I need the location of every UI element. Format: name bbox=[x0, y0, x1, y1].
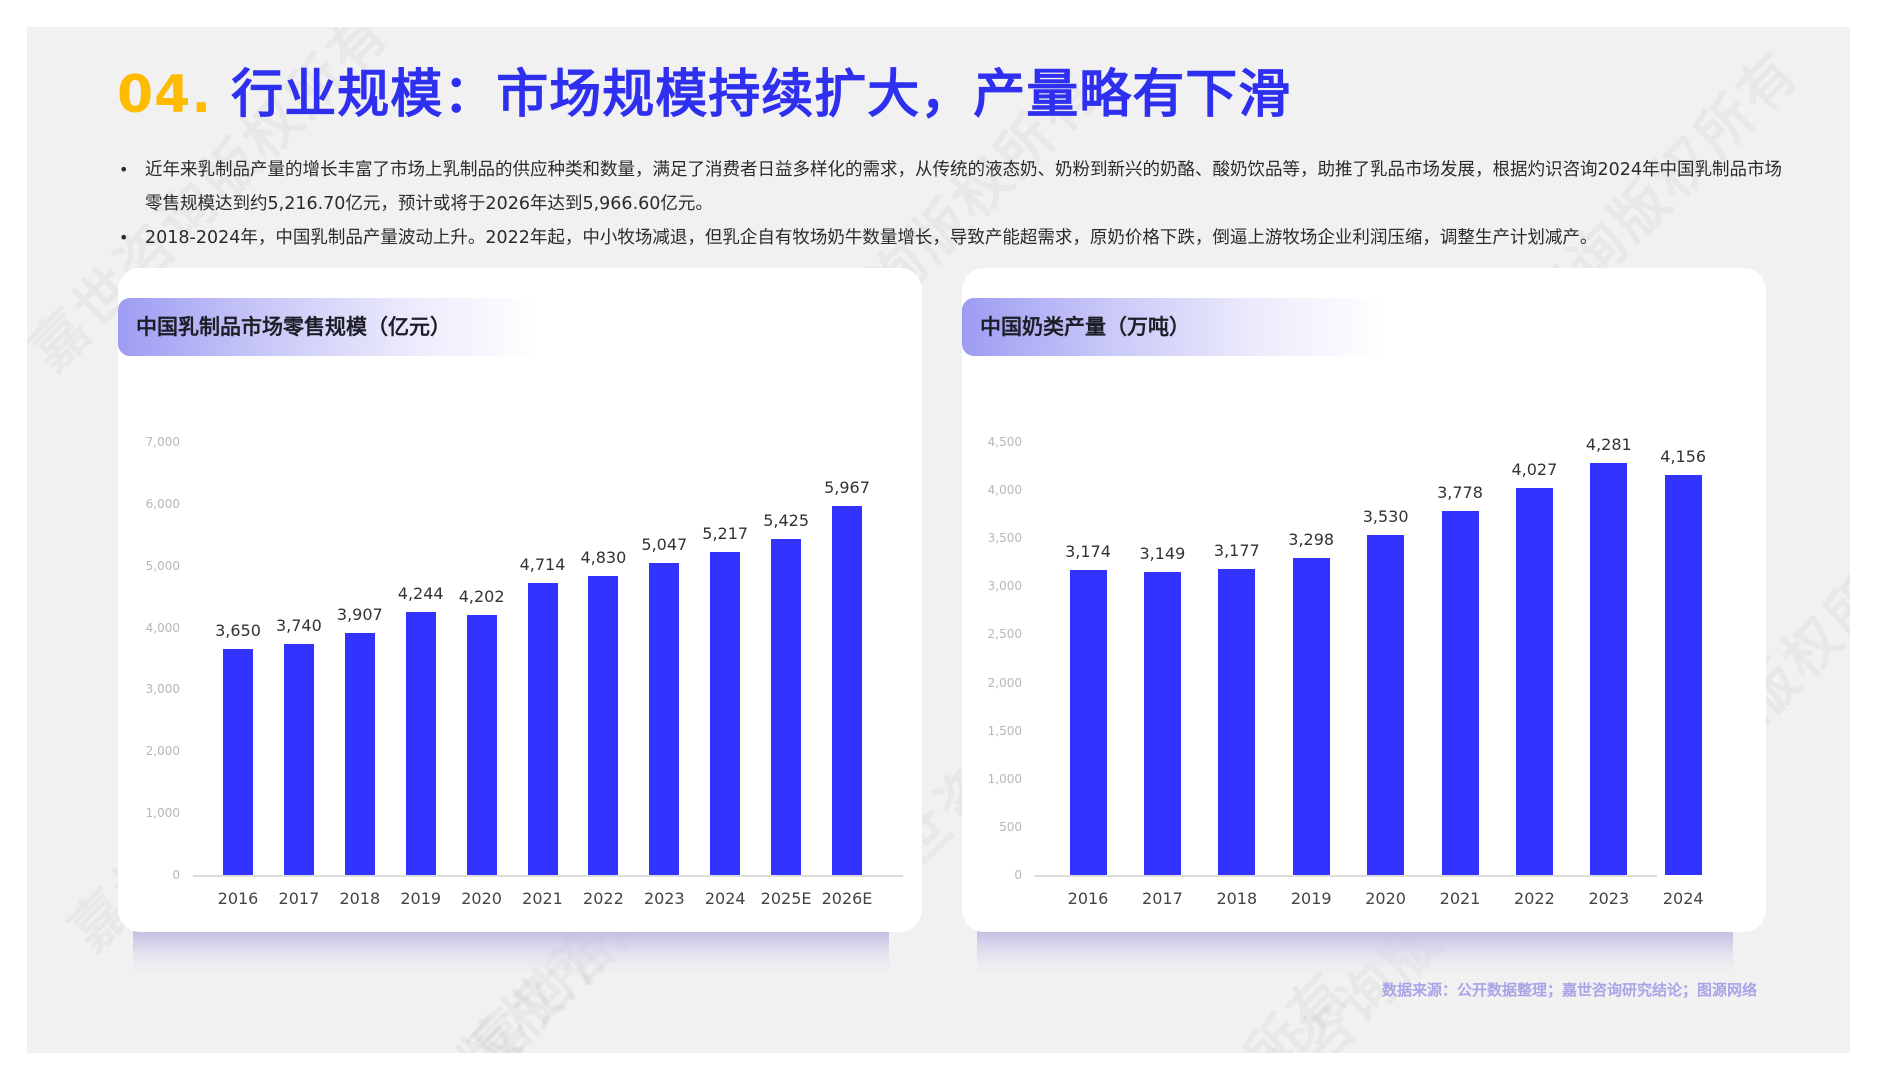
section-number: 04. bbox=[117, 65, 213, 125]
chart-title-bar: 中国奶类产量（万吨） bbox=[962, 298, 1382, 356]
y-axis-tick: 7,000 bbox=[145, 435, 180, 449]
x-axis-tick: 2020 bbox=[1365, 889, 1406, 908]
x-axis-tick: 2019 bbox=[400, 889, 442, 908]
x-axis-tick: 2022 bbox=[583, 889, 624, 908]
title-text: 行业规模：市场规模持续扩大，产量略有下滑 bbox=[231, 65, 1292, 125]
bar-value-label: 4,027 bbox=[1511, 459, 1558, 479]
x-axis-tick: 2017 bbox=[278, 889, 320, 908]
bar-value-label: 5,425 bbox=[763, 511, 809, 531]
slide: 嘉世咨询版权所有嘉世咨询版权所有嘉世咨询版权所有嘉世咨询版权所有嘉世咨询版权所有… bbox=[27, 27, 1850, 1053]
y-axis-tick: 0 bbox=[1014, 868, 1022, 882]
bar-value-label: 4,244 bbox=[397, 584, 444, 604]
y-axis-tick: 2,000 bbox=[145, 744, 180, 759]
bar bbox=[771, 539, 802, 875]
y-axis-tick: 4,000 bbox=[145, 620, 180, 635]
chart-title-bar: 中国乳制品市场零售规模（亿元） bbox=[118, 298, 538, 356]
y-axis-tick: 2,000 bbox=[987, 675, 1022, 690]
bar bbox=[283, 643, 314, 875]
bar-value-label: 3,177 bbox=[1213, 541, 1260, 561]
bar-value-label: 3,740 bbox=[275, 615, 322, 635]
x-axis-line bbox=[1034, 875, 1657, 877]
bar bbox=[588, 576, 619, 875]
bar-value-label: 3,149 bbox=[1139, 543, 1186, 563]
x-axis-tick: 2019 bbox=[1290, 889, 1332, 908]
bar-value-label: 3,298 bbox=[1288, 529, 1335, 549]
x-axis-tick: 2021 bbox=[522, 889, 563, 908]
y-axis-tick: 0 bbox=[172, 868, 180, 882]
bar-value-label: 4,714 bbox=[519, 555, 566, 575]
bar-value-label: 5,967 bbox=[824, 477, 870, 497]
x-axis-tick: 2018 bbox=[339, 889, 381, 908]
y-axis-tick: 1,500 bbox=[987, 723, 1022, 738]
bar bbox=[1367, 535, 1405, 875]
x-axis-tick: 2018 bbox=[1216, 889, 1258, 908]
y-axis-tick: 5,000 bbox=[145, 558, 180, 573]
x-axis-line bbox=[193, 875, 903, 877]
bullet-item: 近年来乳制品产量的增长丰富了市场上乳制品的供应种类和数量，满足了消费者日益多样化… bbox=[117, 153, 1797, 221]
bar bbox=[1292, 557, 1330, 875]
bar-value-label: 3,778 bbox=[1437, 483, 1483, 503]
bullet-item: 2018-2024年，中国乳制品产量波动上升。2022年起，中小牧场减退，但乳企… bbox=[117, 221, 1797, 255]
y-axis-tick: 1,000 bbox=[987, 771, 1022, 786]
y-axis-tick: 500 bbox=[999, 819, 1022, 834]
x-axis-tick: 2023 bbox=[1588, 889, 1630, 908]
x-axis-tick: 2020 bbox=[461, 889, 502, 908]
bar bbox=[649, 562, 680, 875]
bar bbox=[344, 633, 375, 875]
y-axis-tick: 1,000 bbox=[145, 806, 180, 821]
bar bbox=[405, 612, 436, 875]
bar bbox=[1143, 571, 1181, 875]
bar bbox=[466, 615, 497, 875]
bar bbox=[1441, 511, 1479, 875]
x-axis-tick: 2024 bbox=[704, 889, 746, 908]
x-axis-tick: 2025E bbox=[760, 889, 812, 908]
x-axis-tick: 2023 bbox=[643, 889, 685, 908]
data-source-note: 数据来源：公开数据整理；嘉世咨询研究结论；图源网络 bbox=[1381, 981, 1757, 999]
y-axis-tick: 3,000 bbox=[987, 579, 1022, 594]
x-axis-tick: 2021 bbox=[1439, 889, 1481, 908]
bar bbox=[710, 552, 741, 875]
bar-value-label: 3,530 bbox=[1362, 507, 1409, 527]
chart-card-production: 中国奶类产量（万吨） 0 500 1,000 1,500 2,000 2,500 3,000… bbox=[962, 268, 1766, 932]
bar-chart-production: 0 500 1,000 1,500 2,000 2,500 3,000 3,500 4,000 4… bbox=[962, 268, 1766, 932]
y-axis-tick: 3,000 bbox=[145, 682, 180, 697]
bar bbox=[1218, 569, 1256, 875]
bar bbox=[527, 583, 558, 875]
chart-title: 中国奶类产量（万吨） bbox=[980, 315, 1190, 339]
bar bbox=[1069, 569, 1107, 875]
bar bbox=[223, 649, 253, 875]
bar-value-label: 5,047 bbox=[641, 534, 688, 554]
x-axis-tick: 2022 bbox=[1514, 889, 1555, 908]
chart-card-retail: 中国乳制品市场零售规模（亿元） 0 1,000 2,000 3,000 4,000 5,0… bbox=[118, 268, 922, 932]
x-axis-tick: 2016 bbox=[217, 889, 259, 908]
bar-value-label: 4,202 bbox=[458, 587, 505, 607]
chart-title: 中国乳制品市场零售规模（亿元） bbox=[136, 315, 451, 339]
bar-value-label: 3,650 bbox=[215, 621, 261, 641]
y-axis-tick: 2,500 bbox=[987, 627, 1022, 642]
x-axis-tick: 2024 bbox=[1662, 889, 1704, 908]
y-axis-tick: 6,000 bbox=[145, 496, 180, 511]
card-shadow bbox=[977, 931, 1733, 975]
x-axis-tick: 2026E bbox=[821, 889, 873, 908]
bar bbox=[1590, 463, 1628, 875]
x-axis-tick: 2017 bbox=[1142, 889, 1183, 908]
y-axis-tick: 4,000 bbox=[987, 483, 1022, 498]
bar bbox=[1515, 487, 1553, 875]
bar-value-label: 3,174 bbox=[1065, 541, 1111, 561]
page-title: 04. 行业规模：市场规模持续扩大，产量略有下滑 bbox=[117, 60, 1291, 130]
bar bbox=[1664, 475, 1702, 875]
bar-value-label: 4,830 bbox=[580, 548, 627, 568]
bar-value-label: 4,156 bbox=[1660, 447, 1707, 467]
bar-value-label: 4,281 bbox=[1585, 435, 1632, 455]
y-axis-tick: 4,500 bbox=[987, 435, 1022, 449]
bar bbox=[832, 505, 862, 875]
bar-value-label: 3,907 bbox=[336, 605, 383, 625]
card-shadow bbox=[133, 931, 889, 975]
x-axis-tick: 2016 bbox=[1067, 889, 1109, 908]
bar-value-label: 5,217 bbox=[702, 524, 749, 544]
y-axis-tick: 3,500 bbox=[987, 531, 1022, 546]
bullet-list: 近年来乳制品产量的增长丰富了市场上乳制品的供应种类和数量，满足了消费者日益多样化… bbox=[117, 153, 1797, 255]
bar-chart-retail: 0 1,000 2,000 3,000 4,000 5,000 6,000 7,000 3,65… bbox=[118, 268, 922, 932]
